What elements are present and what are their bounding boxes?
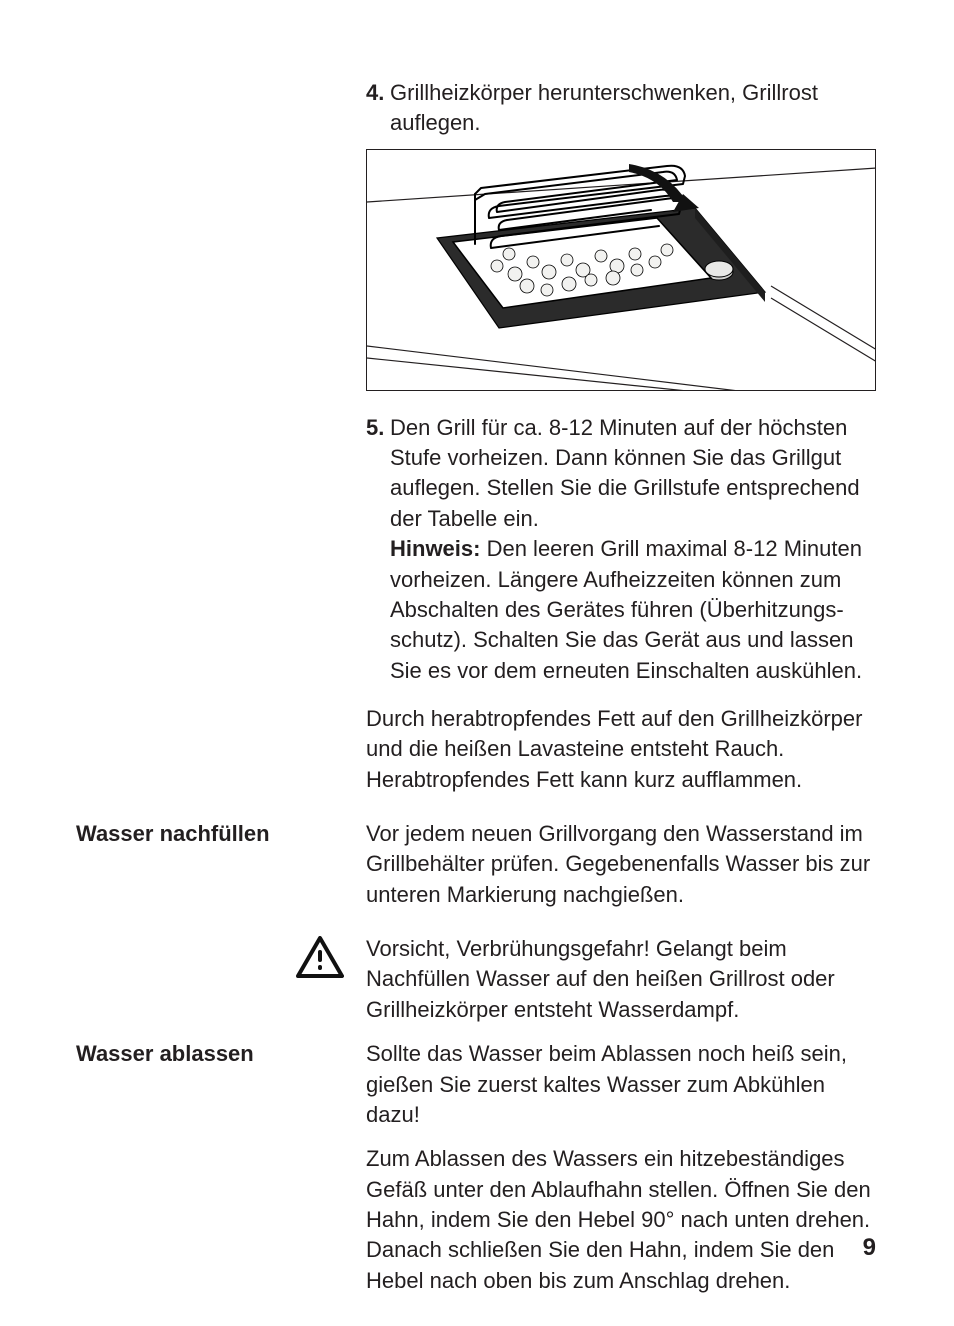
- refill-warning-text: Vorsicht, Verbrühungsgefahr! Gelangt bei…: [366, 934, 878, 1025]
- page-number: 9: [863, 1231, 876, 1264]
- refill-warning-row: Vorsicht, Verbrühungsgefahr! Gelangt bei…: [76, 934, 878, 1025]
- drain-row-1: Wasser ablassen Sollte das Wasser beim A…: [76, 1039, 878, 1310]
- step-4: 4. Grillheizkörper herunterschwenken, Gr…: [366, 78, 878, 139]
- drain-heading: Wasser ablassen: [76, 1039, 346, 1069]
- step-5-text: Den Grill für ca. 8-12 Minuten auf der h…: [390, 413, 878, 534]
- step-4-text: Grillheizkörper herunterschwenken, Grill…: [390, 78, 878, 139]
- step-5-hint: Hinweis: Den leeren Grill maximal 8-12 M…: [390, 534, 878, 686]
- step-4-number: 4.: [366, 78, 390, 139]
- drain-p1: Sollte das Wasser beim Ablassen noch hei…: [366, 1039, 878, 1130]
- refill-heading: Wasser nachfüllen: [76, 819, 346, 849]
- drain-p2: Zum Ablassen des Wassers ein hitzebestän…: [366, 1144, 878, 1296]
- step-5-number: 5.: [366, 413, 390, 686]
- step-4-row: 4. Grillheizkörper herunterschwenken, Gr…: [76, 78, 878, 809]
- grill-lowering-figure: [366, 149, 876, 391]
- step-5: 5. Den Grill für ca. 8-12 Minuten auf de…: [366, 413, 878, 686]
- grill-illustration-svg: [367, 150, 876, 391]
- refill-p1: Vor jedem neuen Grillvorgang den Wassers…: [366, 819, 878, 910]
- hint-label: Hinweis:: [390, 536, 480, 561]
- refill-row: Wasser nachfüllen Vor jedem neuen Grillv…: [76, 819, 878, 924]
- warning-icon: [296, 936, 344, 986]
- drip-note: Durch herabtropfendes Fett auf den Grill…: [366, 704, 878, 795]
